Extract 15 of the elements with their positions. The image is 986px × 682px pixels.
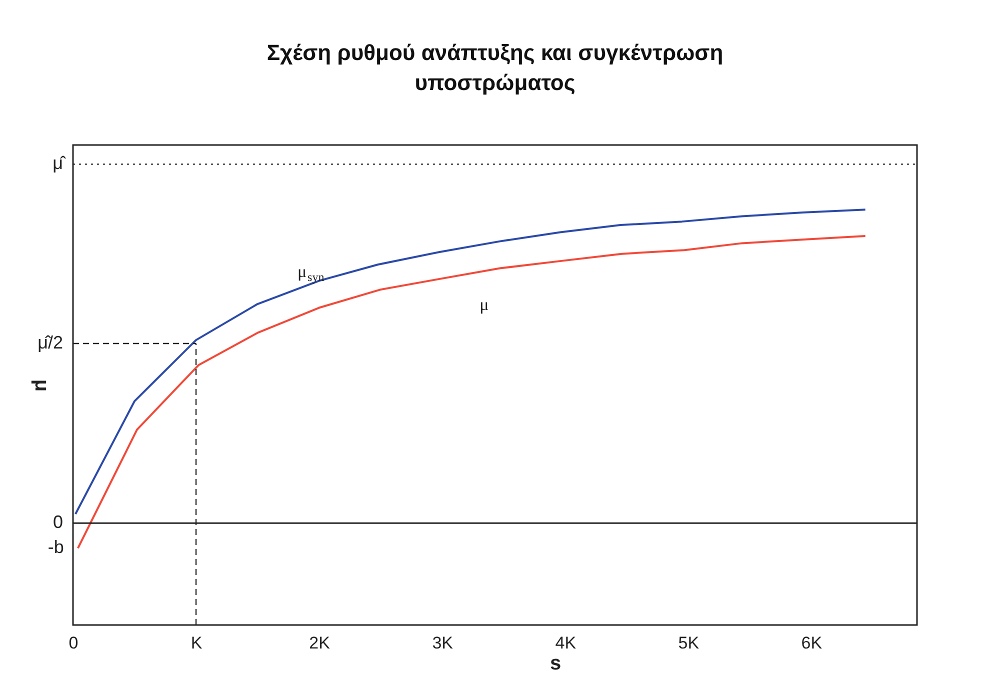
x-tick-label: 0 <box>68 634 78 652</box>
y-axis-title: μ <box>30 379 52 392</box>
ref-line-label: 0 <box>52 512 63 532</box>
x-tick-label: 5K <box>678 634 700 652</box>
ref-line-label: μ̂/2 <box>38 332 63 353</box>
series-label: μ <box>480 294 489 314</box>
annotation: -b <box>48 537 64 558</box>
x-tick-label: 3K <box>432 634 454 652</box>
x-tick-label: 4K <box>555 634 577 652</box>
x-tick-label: K <box>190 634 203 652</box>
x-tick-label: 6K <box>801 634 823 652</box>
ref-line-label: μ̂ <box>52 153 66 174</box>
x-tick-label: 2K <box>309 634 331 652</box>
chart-title: Σχέση ρυθμού ανάπτυξης και συγκέντρωση υποστρώματος <box>266 40 724 95</box>
x-axis-title: s <box>550 652 562 674</box>
